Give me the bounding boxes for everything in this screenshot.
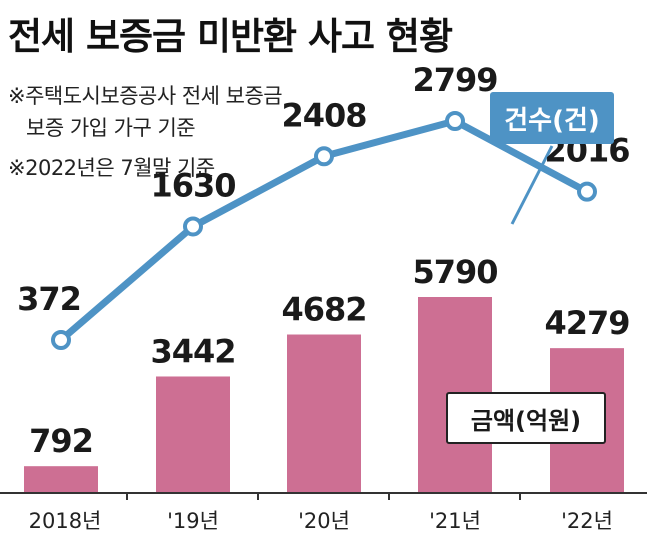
line-point-4 <box>577 181 597 202</box>
bar-value-label-3: 5790 <box>412 253 497 291</box>
source-note-continued: 보증 가입 가구 기준 <box>26 116 196 140</box>
line-point-2 <box>314 146 334 167</box>
date-note: ※2022년은 7월말 기준 <box>8 156 215 180</box>
legend-bar-series: 금액(억원) <box>446 392 606 444</box>
bar-1 <box>156 376 230 493</box>
chart-title: 전세 보증금 미반환 사고 현황 <box>8 15 453 58</box>
legend-line-series: 건수(건) <box>490 92 614 144</box>
line-value-label-2: 2408 <box>281 96 366 134</box>
bar-0 <box>24 466 98 493</box>
line-value-label-0: 372 <box>17 280 81 318</box>
x-tick-label-2: '20년 <box>298 509 350 533</box>
line-point-0 <box>51 330 71 350</box>
bar-value-label-1: 3442 <box>150 332 235 370</box>
bar-value-label-4: 4279 <box>544 304 629 342</box>
bar-2 <box>287 334 361 493</box>
source-note: ※주택도시보증공사 전세 보증금 <box>8 84 283 108</box>
x-tick-label-4: '22년 <box>561 509 613 533</box>
legend-leader-line <box>510 145 554 225</box>
bar-value-label-2: 4682 <box>281 291 366 329</box>
x-tick-label-3: '21년 <box>429 509 481 533</box>
line-point-1 <box>183 216 203 237</box>
x-tick-label-1: '19년 <box>167 509 219 533</box>
line-point-3 <box>445 111 465 131</box>
bar-value-label-0: 792 <box>29 422 93 460</box>
line-value-label-1: 1630 <box>150 166 235 204</box>
x-tick-label-0: 2018년 <box>29 509 102 533</box>
line-value-label-3: 2799 <box>412 61 497 99</box>
